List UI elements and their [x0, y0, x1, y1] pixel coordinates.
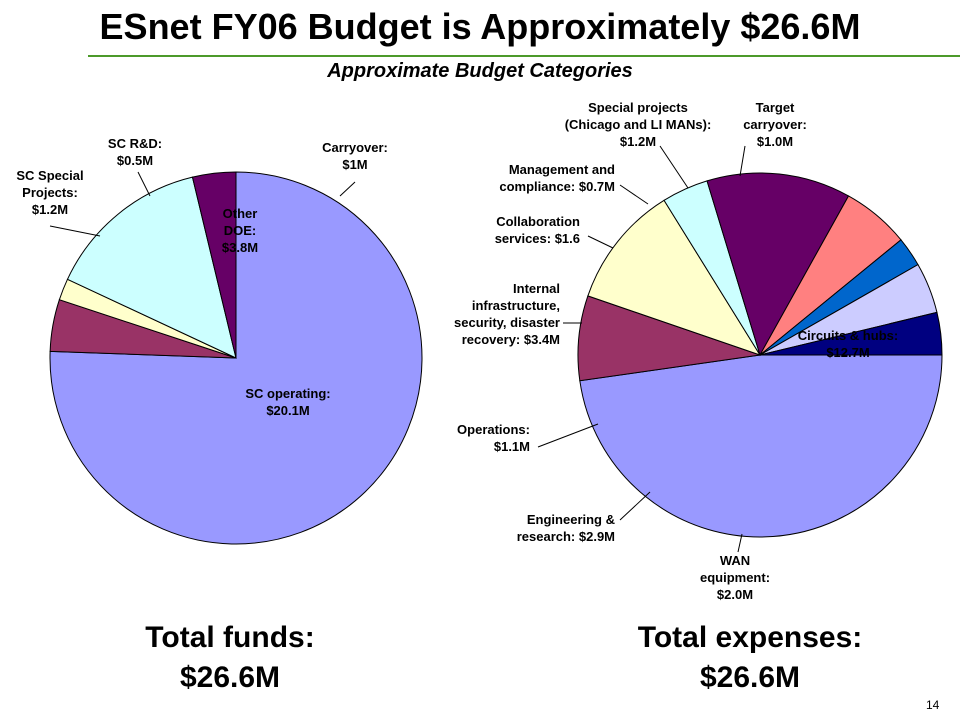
expenses-leader-engineering-and-research	[619, 491, 651, 521]
expenses-label-line: $12.7M	[826, 345, 869, 360]
funds-slice-carryover	[191, 171, 237, 359]
expenses-slice-circuits-and-hubs	[579, 354, 943, 538]
expenses-label-internal-infrastructure-security-disaster-recovery: Internal infrastructure, security, disaste…	[454, 281, 560, 347]
expenses-label-operations: Operations: $1.1M	[457, 422, 530, 454]
funds-total-label: Total funds:	[145, 621, 315, 654]
expenses-label-line: equipment:	[700, 570, 770, 585]
funds-label-line: DOE:	[224, 223, 257, 238]
expenses-label-target-carryover: Target carryover: $1.0M	[743, 100, 807, 149]
funds-label-line: $0.5M	[117, 153, 153, 168]
funds-label-line: $20.1M	[266, 403, 309, 418]
expenses-leader-collaboration-services	[587, 235, 614, 249]
expenses-label-line: compliance: $0.7M	[499, 179, 615, 194]
expenses-label-line: carryover:	[743, 117, 807, 132]
expenses-leader-wan-equipment	[737, 533, 743, 553]
expenses-label-line: $1.2M	[620, 134, 656, 149]
funds-leader-carryover	[339, 181, 356, 197]
expenses-label-line: (Chicago and LI MANs):	[565, 117, 712, 132]
funds-label-sc-randd: SC R&D: $0.5M	[108, 136, 162, 168]
funds-leader-sc-special-projects	[49, 225, 101, 237]
expenses-label-special-projects-chicago-and-li-mans: Special projects (Chicago and LI MANs): $1…	[565, 100, 712, 149]
expenses-leader-management-and-compliance	[619, 184, 649, 205]
expenses-label-collaboration-services: Collaboration services: $1.6	[495, 214, 580, 246]
funds-total-value: $26.6M	[179, 661, 281, 694]
expenses-label-line: Engineering &	[527, 512, 615, 527]
funds-label-sc-operating: SC operating: $20.1M	[245, 386, 330, 418]
funds-label-line: Carryover:	[322, 140, 388, 155]
title-rule	[88, 55, 960, 57]
funds-label-carryover: Carryover: $1M	[322, 140, 388, 172]
expenses-label-wan-equipment: WAN equipment: $2.0M	[700, 553, 770, 602]
expenses-label-line: Special projects	[588, 100, 688, 115]
expenses-total-label: Total expenses:	[637, 621, 863, 654]
expenses-total-value: $26.6M	[699, 661, 801, 694]
expenses-label-line: WAN	[720, 553, 750, 568]
expenses-label-line: Target	[756, 100, 795, 115]
expenses-label-line: Internal	[513, 281, 560, 296]
funds-label-line: SC R&D:	[108, 136, 162, 151]
expenses-label-circuits-and-hubs: Circuits & hubs: $12.7M	[798, 328, 898, 360]
expenses-leader-target-carryover	[739, 145, 746, 177]
expenses-total: Total expenses: $26.6M	[590, 618, 910, 698]
funds-label-line: Projects:	[22, 185, 78, 200]
page-number: 14	[926, 698, 940, 712]
expenses-label-line: infrastructure,	[472, 298, 560, 313]
expenses-pie-chart: Circuits & hubs: $12.7M WAN equipment: $2.0M…	[454, 100, 943, 602]
expenses-label-line: $1.1M	[494, 439, 530, 454]
expenses-label-line: Management and	[509, 162, 615, 177]
page-title: ESnet FY06 Budget is Approximately $26.6…	[99, 6, 861, 47]
expenses-slice-engineering-and-research	[587, 199, 762, 356]
funds-label-other-doe: Other DOE: $3.8M	[222, 206, 258, 255]
expenses-slice-internal-infrastructure-security-disaster-recovery	[706, 172, 850, 357]
expenses-label-line: $1.0M	[757, 134, 793, 149]
expenses-label-management-and-compliance: Management and compliance: $0.7M	[499, 162, 615, 194]
funds-leader-sc-randd	[137, 171, 151, 197]
expenses-label-line: Circuits & hubs:	[798, 328, 898, 343]
expenses-label-line: Operations:	[457, 422, 530, 437]
expenses-slice-target-carryover	[759, 311, 943, 356]
funds-label-line: $1M	[342, 157, 367, 172]
expenses-label-line: security, disaster	[454, 315, 560, 330]
expenses-label-line: services: $1.6	[495, 231, 580, 246]
funds-slice-other-doe	[66, 176, 237, 359]
expenses-label-line: Collaboration	[496, 214, 580, 229]
expenses-leader-operations	[537, 423, 599, 448]
funds-label-line: $3.8M	[222, 240, 258, 255]
expenses-label-line: research: $2.9M	[517, 529, 615, 544]
funds-label-line: SC Special	[16, 168, 83, 183]
funds-label-line: SC operating:	[245, 386, 330, 401]
funds-label-line: Other	[223, 206, 258, 221]
funds-total: Total funds: $26.6M	[110, 618, 350, 698]
expenses-label-engineering-and-research: Engineering & research: $2.9M	[517, 512, 615, 544]
expenses-leader-special-projects-chicago-and-li-mans	[659, 145, 689, 189]
funds-pie-chart: SC operating: $20.1M SC Special Projects: $1…	[16, 136, 423, 545]
funds-label-line: $1.2M	[32, 202, 68, 217]
chart-subtitle: Approximate Budget Categories	[327, 60, 633, 82]
expenses-label-line: recovery: $3.4M	[462, 332, 560, 347]
expenses-label-line: $2.0M	[717, 587, 753, 602]
funds-label-sc-special-projects: SC Special Projects: $1.2M	[16, 168, 83, 217]
